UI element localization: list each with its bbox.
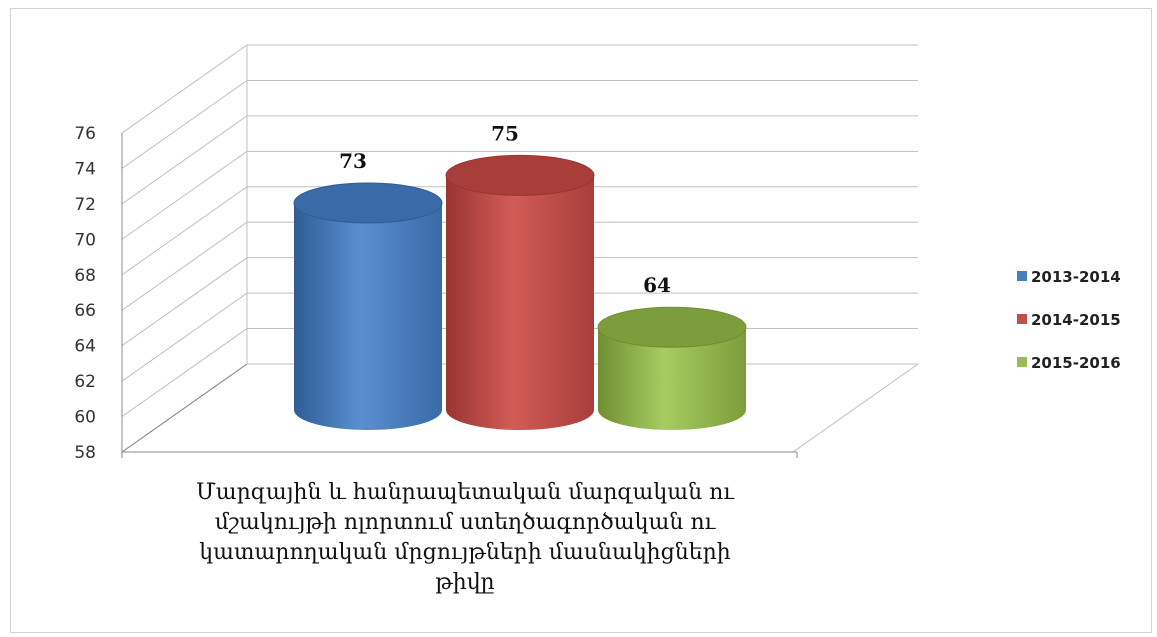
bar-top [293, 182, 443, 224]
data-label: 75 [491, 121, 519, 145]
y-tick-label: 68 [74, 266, 96, 286]
legend-swatch [1017, 271, 1027, 281]
bar-2015-2016 [597, 306, 747, 430]
bar-2014-2015 [445, 154, 595, 430]
legend-label: 2013-2014 [1031, 268, 1121, 286]
y-tick-label: 62 [74, 372, 96, 392]
bar-body [598, 327, 746, 430]
y-tick-label: 76 [74, 124, 96, 144]
y-tick-label: 74 [74, 159, 96, 179]
bar-top [445, 154, 595, 196]
category-label: Մարզային և հանրապետական մարզական ու մշակ… [195, 480, 735, 595]
floor-left-edge [121, 363, 248, 453]
legend-swatch [1017, 357, 1027, 367]
y-tick-label: 70 [74, 230, 96, 250]
y-tick-label: 72 [74, 195, 96, 215]
bar-body [294, 203, 442, 430]
legend-label: 2014-2015 [1031, 311, 1121, 329]
y-tick-label: 64 [74, 337, 96, 357]
y-tick-label: 60 [74, 408, 96, 428]
bar-top [597, 306, 747, 348]
data-label: 73 [339, 149, 367, 173]
bar-body [446, 175, 594, 430]
bar-2013-2014 [293, 182, 443, 430]
y-tick-label: 66 [74, 301, 96, 321]
chart-frame [10, 8, 1152, 633]
legend-label: 2015-2016 [1031, 354, 1121, 372]
y-tick-label: 58 [74, 443, 96, 463]
data-label: 64 [643, 273, 671, 297]
legend-swatch [1017, 314, 1027, 324]
